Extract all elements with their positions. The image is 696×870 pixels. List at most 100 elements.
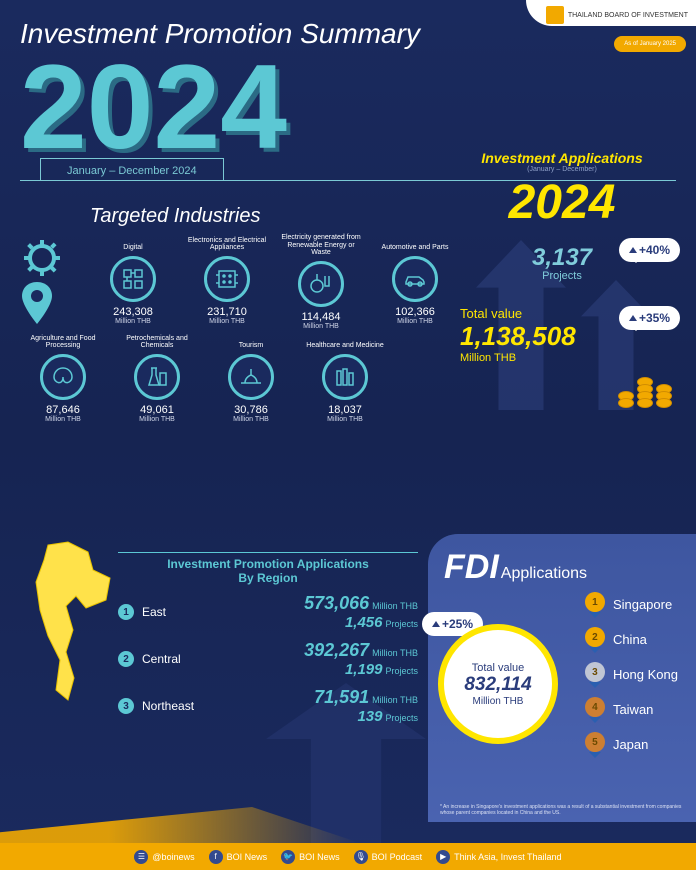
footer-label: BOI News	[299, 852, 340, 862]
region-projects: 139Projects	[206, 708, 418, 725]
region-name: Northeast	[142, 699, 206, 713]
industry-item: Healthcare and Medicine18,037Million THB	[302, 332, 388, 423]
industry-icon	[392, 256, 438, 302]
medal-icon: 1	[585, 592, 605, 616]
fdi-total-circle: Total value 832,114 Million THB	[438, 624, 558, 744]
industry-unit: Million THB	[184, 318, 270, 325]
projects-pct-bubble: +40%	[619, 238, 680, 262]
industry-item: Petrochemicals and Chemicals 49,061Millio…	[114, 332, 200, 423]
medal-icon: 4	[585, 697, 605, 721]
medal-icon: 2	[585, 627, 605, 651]
inv-apps-year: 2024	[452, 175, 672, 230]
industry-unit: Million THB	[278, 323, 364, 330]
fdi-title-small: Applications	[501, 565, 587, 582]
region-row: 2 Central392,267Million THB1,199Projects	[118, 640, 418, 678]
industry-icon	[298, 261, 344, 307]
fdi-country: Taiwan	[613, 702, 653, 717]
inv-apps-subtitle: (January – December)	[452, 166, 672, 173]
industry-item: Agriculture and Food Processing 87,646Mil…	[20, 332, 106, 423]
footer: ☰@boinewsfBOI News🐦BOI News🎙BOI Podcast▶…	[0, 843, 696, 870]
industry-label: Healthcare and Medicine	[302, 332, 388, 350]
line-icon: ☰	[134, 850, 148, 864]
fdi-country: China	[613, 632, 647, 647]
yt-icon: ▶	[436, 850, 450, 864]
industry-label: Tourism	[208, 332, 294, 350]
fdi-country: Hong Kong	[613, 667, 678, 682]
region-rank: 1	[118, 604, 134, 620]
industry-value: 49,061	[114, 404, 200, 416]
footer-item: fBOI News	[209, 850, 268, 864]
fb-icon: f	[209, 850, 223, 864]
gear-pin-icons	[22, 238, 62, 324]
industry-unit: Million THB	[90, 318, 176, 325]
industry-item: Automotive and Parts 102,366Million THB	[372, 234, 458, 330]
industry-unit: Million THB	[208, 416, 294, 423]
industry-icon	[40, 354, 86, 400]
total-unit: Million THB	[460, 352, 672, 364]
fdi-circle-unit: Million THB	[473, 696, 524, 707]
medal-icon: 3	[585, 662, 605, 686]
region-name: East	[142, 605, 206, 619]
industry-unit: Million THB	[20, 416, 106, 423]
fdi-panel: FDIApplications +25% Total value 832,114…	[428, 534, 696, 822]
fdi-rank-row: 2 China	[585, 627, 678, 651]
investment-applications: Investment Applications (January – Decem…	[452, 150, 672, 364]
footer-item: 🐦BOI News	[281, 850, 340, 864]
region-projects: 1,199Projects	[206, 661, 418, 678]
region-rank: 2	[118, 651, 134, 667]
region-name: Central	[142, 652, 206, 666]
fdi-country: Singapore	[613, 597, 672, 612]
industry-value: 102,366	[372, 306, 458, 318]
industry-value: 30,786	[208, 404, 294, 416]
projects-label: Projects	[452, 270, 672, 282]
industry-label: Agriculture and Food Processing	[20, 332, 106, 350]
industry-value: 231,710	[184, 306, 270, 318]
industry-unit: Million THB	[114, 416, 200, 423]
period-box: January – December 2024	[40, 158, 224, 180]
coins-icon	[618, 380, 672, 408]
medal-icon: 5	[585, 732, 605, 756]
year-large: 2024	[20, 56, 696, 158]
footer-label: BOI Podcast	[372, 852, 423, 862]
region-title-1: Investment Promotion Applications	[118, 552, 418, 571]
fdi-rank-row: 1 Singapore	[585, 592, 678, 616]
projects-pct: +40%	[639, 243, 670, 257]
industry-value: 87,646	[20, 404, 106, 416]
industry-label: Petrochemicals and Chemicals	[114, 332, 200, 350]
as-of-badge: As of January 2025	[614, 36, 686, 52]
gold-stripe-decoration	[0, 807, 360, 843]
fdi-rank-row: 4 Taiwan	[585, 697, 678, 721]
industry-icon	[134, 354, 180, 400]
footer-item: ☰@boinews	[134, 850, 194, 864]
region-projects: 1,456Projects	[206, 614, 418, 631]
industry-unit: Million THB	[302, 416, 388, 423]
region-value: 392,267Million THB	[206, 640, 418, 661]
region-row: 1 East573,066Million THB1,456Projects	[118, 593, 418, 631]
logo-text: THAILAND BOARD OF INVESTMENT	[568, 12, 688, 19]
gear-icon	[22, 238, 62, 278]
industry-value: 114,484	[278, 311, 364, 323]
inv-apps-title: Investment Applications	[452, 150, 672, 166]
pin-icon	[22, 282, 52, 324]
region-title-2: By Region	[118, 571, 418, 585]
industry-label: Automotive and Parts	[372, 234, 458, 252]
fdi-pct: +25%	[442, 617, 473, 631]
fdi-footnote: * An increase in Singapore's investment …	[440, 804, 684, 816]
footer-item: 🎙BOI Podcast	[354, 850, 423, 864]
total-pct-bubble: +35%	[619, 306, 680, 330]
fdi-title-big: FDI	[444, 548, 499, 586]
industry-unit: Million THB	[372, 318, 458, 325]
region-value: 71,591Million THB	[206, 687, 418, 708]
industry-value: 243,308	[90, 306, 176, 318]
region-row: 3Northeast71,591Million THB139Projects	[118, 687, 418, 725]
industry-item: Tourism 30,786Million THB	[208, 332, 294, 423]
fdi-country: Japan	[613, 737, 648, 752]
total-pct: +35%	[639, 311, 670, 325]
fdi-circle-value: 832,114	[464, 674, 531, 696]
boi-logo: THAILAND BOARD OF INVESTMENT	[526, 0, 696, 26]
industry-item: Digital 243,308Million THB	[90, 234, 176, 330]
industry-label: Digital	[90, 234, 176, 252]
region-value: 573,066Million THB	[206, 593, 418, 614]
industry-item: Electronics and Electrical Appliances231…	[184, 234, 270, 330]
fdi-ranking-list: 1 Singapore 2 China 3 Hong Kong 4 Taiwan 5 Japan	[585, 592, 678, 767]
